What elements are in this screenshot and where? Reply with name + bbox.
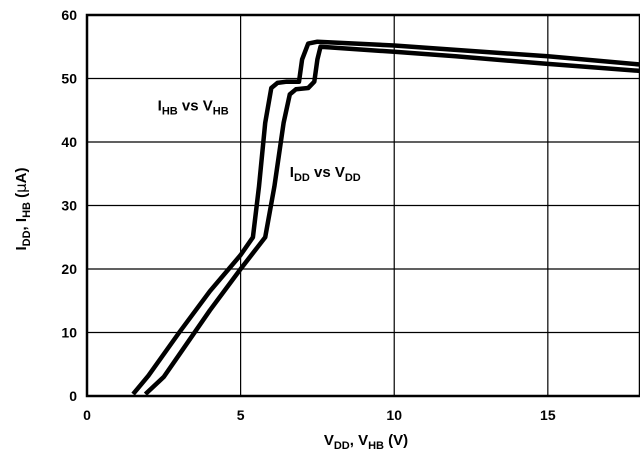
y-tick-label: 0: [69, 388, 77, 404]
x-tick-label: 5: [237, 407, 245, 423]
x-tick-label: 0: [83, 407, 91, 423]
y-axis-title: IDD, IHB (μA): [12, 167, 33, 250]
y-tick-label: 20: [61, 261, 77, 277]
annotation-ihb-vs-vhb: IHB vs VHB: [158, 97, 229, 117]
y-tick-label: 30: [61, 198, 77, 214]
x-axis-title: VDD, VHB (V): [324, 432, 408, 452]
tick-labels: 0 5 10 15 0 10 20 30 40 50 60: [61, 7, 555, 423]
annotation-idd-vs-vdd: IDD vs VDD: [290, 164, 361, 184]
series-line-0: [131, 39, 640, 396]
x-tick-label: 15: [540, 407, 556, 423]
series-line-1: [143, 44, 640, 396]
x-tick-label: 10: [386, 407, 402, 423]
y-tick-label: 50: [61, 71, 77, 87]
y-tick-label: 60: [61, 7, 77, 23]
plot-frame: [85, 13, 640, 398]
y-tick-label: 40: [61, 134, 77, 150]
y-tick-label: 10: [61, 325, 77, 341]
curves: [131, 39, 640, 396]
grid: [87, 15, 640, 396]
